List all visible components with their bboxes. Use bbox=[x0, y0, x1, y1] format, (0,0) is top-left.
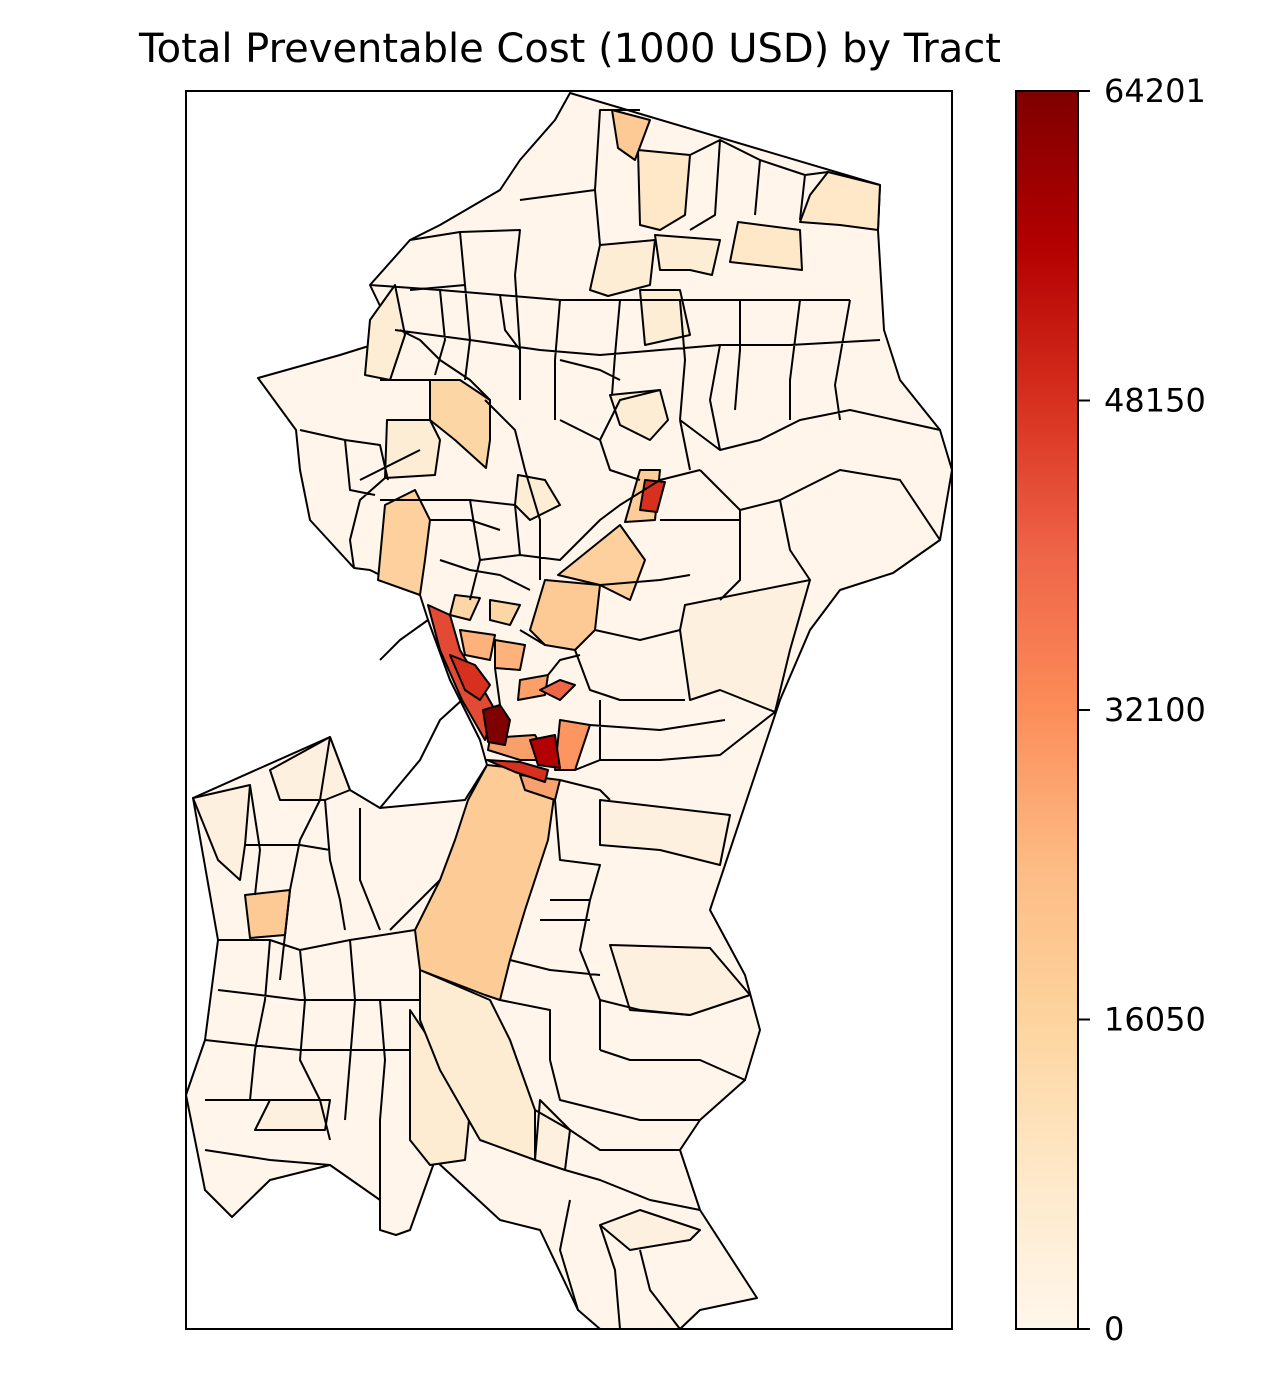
tract bbox=[364, 284, 406, 381]
tract bbox=[679, 579, 811, 713]
colorbar-tick-label: 16050 bbox=[1104, 1001, 1206, 1039]
colorbar-gradient bbox=[1015, 90, 1079, 1330]
tract bbox=[729, 221, 803, 271]
tract bbox=[599, 799, 731, 866]
tract bbox=[799, 171, 881, 231]
tract bbox=[192, 784, 251, 881]
tract bbox=[486, 759, 549, 783]
tract bbox=[254, 1099, 331, 1131]
tract bbox=[599, 1209, 701, 1251]
tract bbox=[482, 704, 511, 746]
tract bbox=[637, 149, 691, 231]
tract bbox=[449, 654, 491, 701]
tract bbox=[557, 524, 646, 601]
colorbar: 0 16050 32100 48150 64201 bbox=[1015, 72, 1206, 1348]
tract bbox=[654, 234, 721, 276]
tract bbox=[589, 239, 656, 297]
tract bbox=[611, 109, 651, 161]
tract bbox=[539, 679, 576, 701]
tract bbox=[269, 736, 351, 801]
colorbar-tick-label: 32100 bbox=[1104, 691, 1206, 729]
map-title: Total Preventable Cost (1000 USD) by Tra… bbox=[139, 26, 1001, 72]
colorbar-tick-label: 0 bbox=[1104, 1310, 1124, 1348]
tract bbox=[244, 889, 291, 939]
tract bbox=[517, 674, 549, 701]
tract bbox=[459, 629, 496, 661]
tract bbox=[377, 489, 431, 596]
tract bbox=[384, 419, 441, 479]
tract bbox=[489, 599, 521, 626]
colorbar-ticks: 0 16050 32100 48150 64201 bbox=[1078, 72, 1206, 1348]
tract bbox=[514, 474, 561, 521]
tract bbox=[639, 289, 691, 346]
colorbar-tick-label: 64201 bbox=[1104, 72, 1206, 110]
tract bbox=[529, 734, 561, 769]
tract bbox=[609, 944, 751, 1016]
tract bbox=[609, 389, 669, 441]
tract-borders bbox=[204, 109, 941, 1330]
tract bbox=[429, 379, 491, 469]
tract-layer bbox=[185, 92, 953, 1330]
colorbar-tick-label: 48150 bbox=[1104, 382, 1206, 420]
tract bbox=[494, 639, 526, 671]
